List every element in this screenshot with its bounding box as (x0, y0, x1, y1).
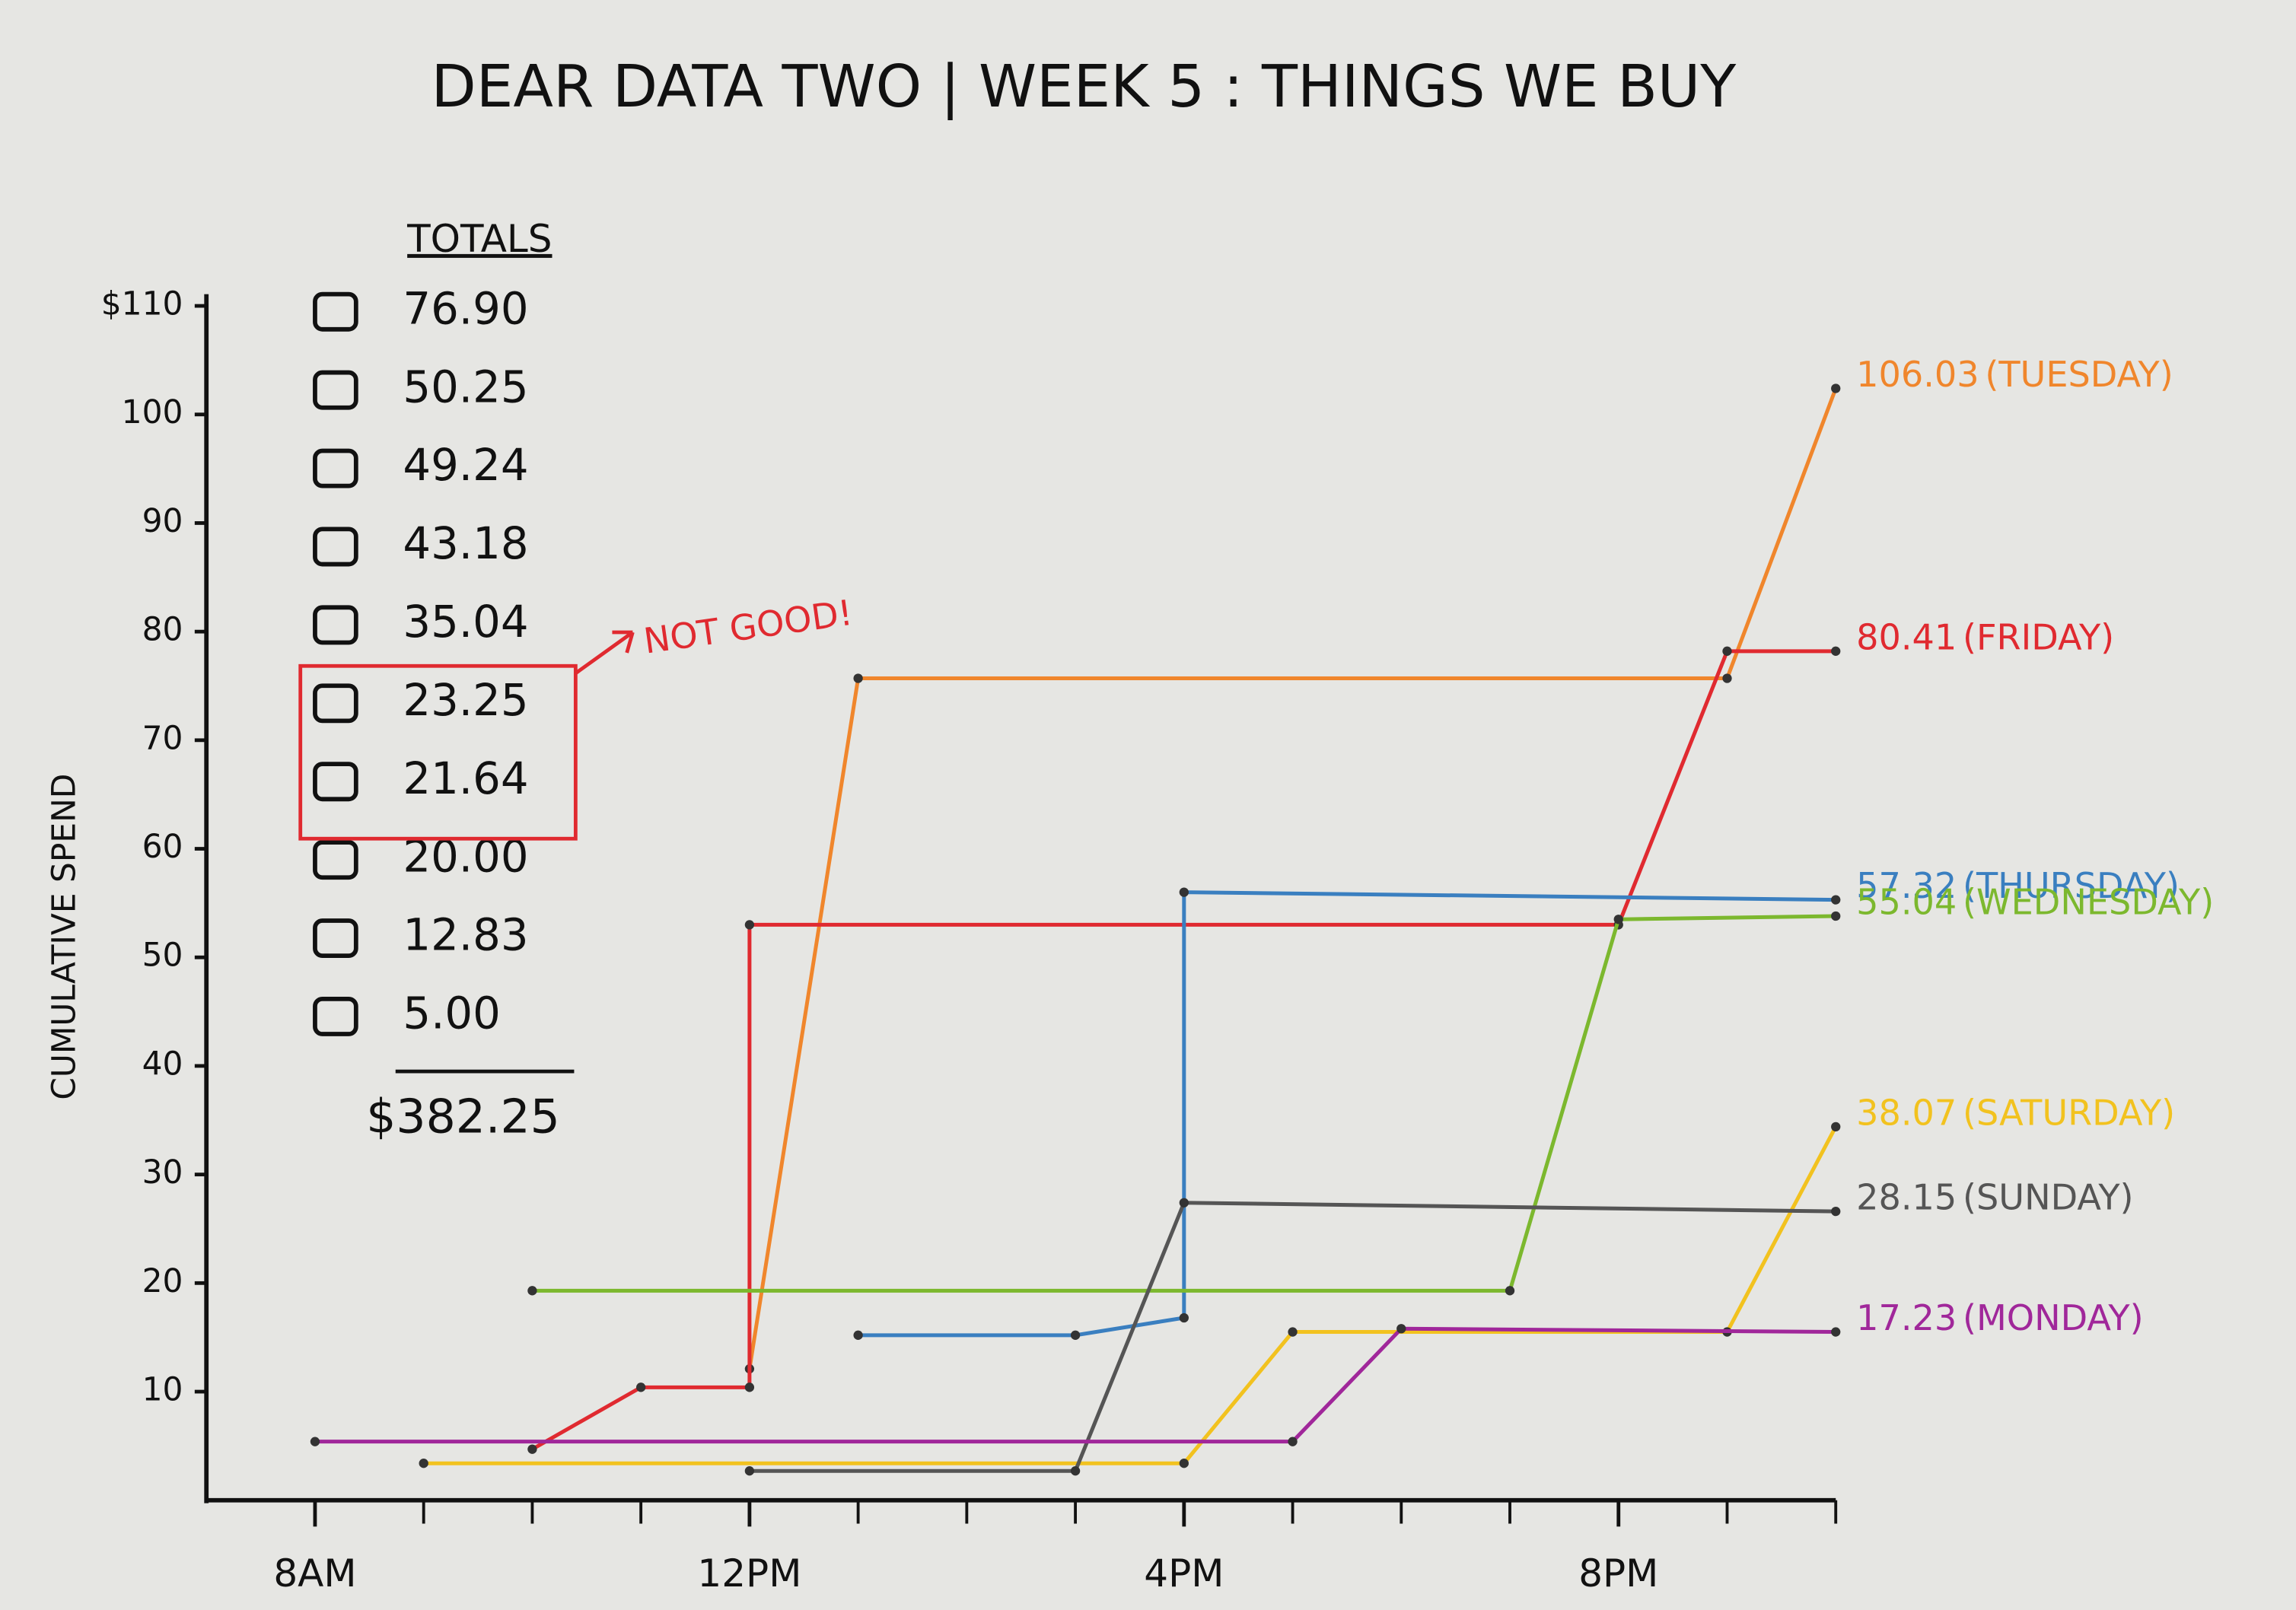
totals-list: 76.9050.2549.2443.1835.0423.2521.6420.00… (313, 282, 529, 1039)
data-point (419, 1459, 428, 1468)
series-total: 17.23 (1856, 1297, 1957, 1338)
category-icon (313, 762, 358, 802)
total-value: 35.04 (403, 596, 528, 648)
x-tick-label: 8PM (1578, 1551, 1658, 1596)
category-icon (313, 918, 358, 959)
legend-entry: (TUESDAY) (1985, 354, 2173, 395)
data-point (1070, 1330, 1081, 1340)
annotation-arrow (574, 630, 635, 675)
data-point (1179, 1312, 1189, 1323)
total-value: 21.64 (403, 752, 528, 804)
data-point (1396, 1324, 1406, 1334)
series-total: 38.07 (1856, 1092, 1957, 1133)
series-line (749, 1201, 1836, 1473)
y-tick-label: 60 (142, 828, 183, 865)
y-tick-label: 40 (142, 1045, 183, 1082)
category-icon (313, 605, 358, 645)
total-value: 23.25 (403, 674, 528, 726)
category-icon (313, 370, 358, 410)
legend-entry: (MONDAY) (1963, 1297, 2144, 1338)
data-point (744, 920, 755, 930)
y-tick-label: 10 (142, 1371, 183, 1408)
total-value: 12.83 (403, 909, 528, 961)
legend-entry: (THURSDAY) (1963, 865, 2180, 906)
series-line (532, 914, 1836, 1293)
x-tick-label: 12PM (697, 1551, 801, 1596)
end-label: 55.04 (WEDNESDAY) (1856, 881, 2214, 922)
total-value: 43.18 (403, 517, 528, 569)
end-label: 106.03 (TUESDAY) (1856, 354, 2173, 395)
data-point (527, 1286, 537, 1296)
y-tick-label: 30 (142, 1153, 183, 1191)
data-point (527, 1444, 537, 1454)
chart-title: DEAR DATA TWO | WEEK 5 : THINGS WE BUY (431, 53, 1737, 121)
total-value: 76.90 (403, 282, 528, 334)
y-tick-label: 50 (142, 937, 183, 974)
data-point (1288, 1437, 1298, 1446)
end-label: 80.41 (FRIDAY) (1856, 616, 2114, 657)
y-tick-label: 100 (122, 393, 183, 431)
legend-entry: (SUNDAY) (1963, 1176, 2134, 1217)
y-tick-label: 70 (142, 719, 183, 756)
category-icon (313, 683, 358, 724)
data-point (1070, 1466, 1081, 1476)
data-point (1722, 646, 1732, 656)
data-point (1831, 1122, 1841, 1131)
data-point (1831, 1206, 1841, 1217)
series-total: 55.04 (1856, 881, 1957, 922)
totals-title: TOTALS (406, 217, 552, 261)
data-point (1179, 1459, 1189, 1468)
y-axis-label: CUMULATIVE SPEND (45, 774, 82, 1100)
total-value: 49.24 (403, 439, 528, 491)
series-total: 57.32 (1856, 865, 1957, 906)
data-point (310, 1437, 320, 1446)
totals-sum: $382.25 (366, 1090, 560, 1144)
category-icon (313, 840, 358, 880)
data-point (1179, 1198, 1189, 1208)
data-point (853, 673, 863, 683)
category-icon (313, 291, 358, 332)
y-tick-label: 80 (142, 611, 183, 648)
series-total: 28.15 (1856, 1176, 1957, 1217)
x-tick-label: 8AM (273, 1551, 356, 1596)
end-label: 17.23 (MONDAY) (1856, 1297, 2143, 1338)
data-point (1831, 911, 1841, 921)
data-point (744, 1466, 755, 1476)
y-tick-label: 20 (142, 1262, 183, 1300)
data-point (1831, 895, 1841, 905)
data-point (1831, 646, 1841, 656)
data-point (1505, 1286, 1515, 1296)
data-point (1613, 915, 1623, 924)
data-point (1722, 673, 1732, 683)
category-icon (313, 527, 358, 567)
y-tick-label: $110 (101, 285, 183, 323)
data-point (1288, 1327, 1298, 1337)
x-tick-label: 4PM (1144, 1551, 1224, 1596)
end-label: 57.32 (THURSDAY) (1856, 865, 2180, 906)
category-icon (313, 996, 358, 1036)
legend-entry: (SATURDAY) (1963, 1092, 2175, 1133)
series-total: 106.03 (1856, 354, 1979, 395)
data-point (853, 1330, 863, 1340)
series-line (747, 387, 1838, 1370)
total-value: 5.00 (403, 988, 500, 1039)
data-point (1831, 383, 1841, 393)
data-point (744, 1382, 755, 1392)
series-total: 80.41 (1856, 616, 1957, 657)
data-point (1831, 1327, 1841, 1337)
highlight-box (298, 663, 578, 841)
end-label: 38.07 (SATURDAY) (1856, 1092, 2175, 1133)
series-line (314, 1326, 1836, 1444)
category-icon (313, 448, 358, 488)
legend-entry: (WEDNESDAY) (1963, 881, 2214, 922)
data-point (635, 1382, 646, 1392)
y-tick-label: 90 (142, 502, 183, 539)
total-value: 50.25 (403, 361, 528, 412)
legend-entry: (FRIDAY) (1963, 616, 2114, 657)
end-label: 28.15 (SUNDAY) (1856, 1176, 2133, 1217)
data-point (1179, 887, 1189, 897)
